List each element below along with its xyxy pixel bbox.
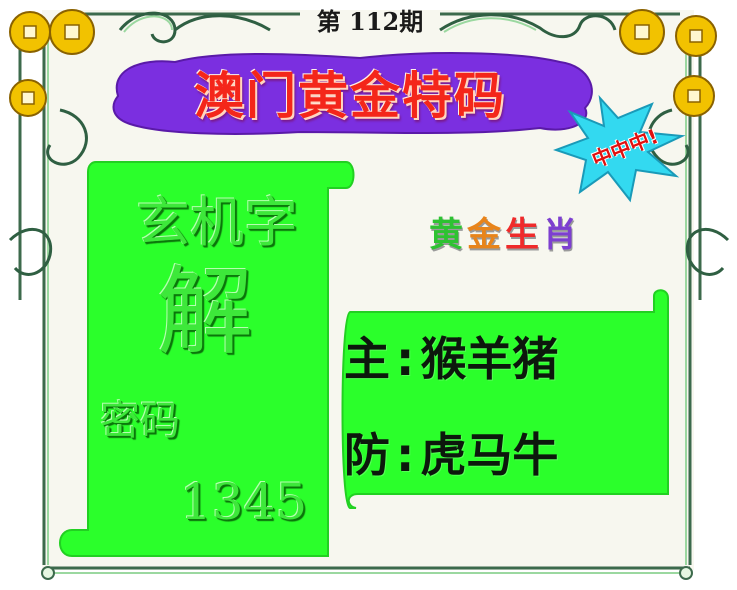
- burst-shape: [553, 94, 686, 203]
- zodiac-char: 生: [505, 215, 543, 255]
- zodiac-heading: 黄金生肖: [400, 212, 610, 258]
- left-green-panel: [59, 161, 355, 557]
- puzzle-character: 解: [157, 256, 253, 368]
- title-banner: [112, 52, 593, 135]
- guard-label: 防: [344, 428, 390, 482]
- separator: :: [396, 332, 415, 386]
- code-value: 1345: [180, 473, 308, 531]
- zodiac-char: 金: [467, 215, 505, 255]
- main-label: 主: [344, 332, 390, 386]
- main-pick-row: 主: 猴羊猪: [344, 328, 674, 390]
- page-title: 澳门黄金特码: [194, 67, 506, 125]
- issue-number: 第 112期: [316, 7, 424, 36]
- zodiac-char: 黄: [429, 215, 467, 255]
- main-value: 猴羊猪: [420, 332, 559, 386]
- coin-cluster-right: [619, 9, 717, 117]
- code-label: 密码: [100, 398, 180, 444]
- right-green-panel: [341, 289, 669, 509]
- separator: :: [396, 428, 415, 482]
- guard-pick-row: 防: 虎马牛: [344, 424, 674, 486]
- guard-value: 虎马牛: [420, 428, 559, 482]
- puzzle-heading: 玄机字: [136, 191, 298, 254]
- zodiac-char: 肖: [543, 215, 581, 255]
- coin-cluster-left: [9, 9, 95, 117]
